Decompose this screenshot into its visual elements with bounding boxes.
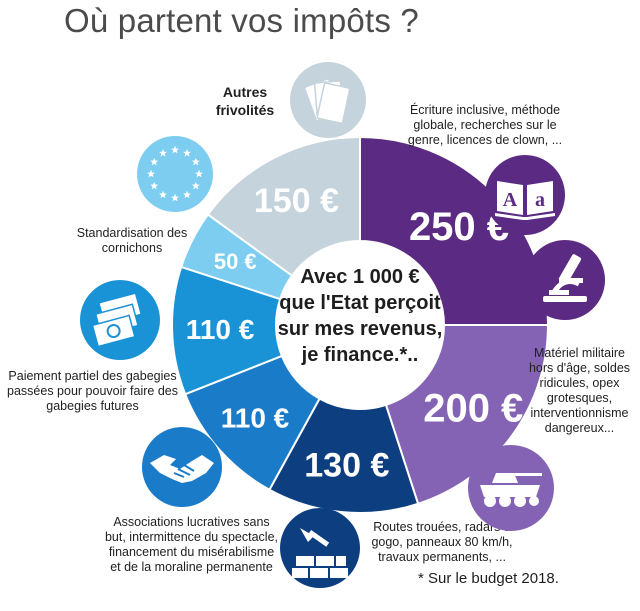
svg-text:a: a xyxy=(535,189,545,211)
slice-value-5: 50 € xyxy=(214,249,257,274)
center-line-3: sur mes revenus, xyxy=(278,318,443,340)
star-2 xyxy=(183,190,191,199)
slice-value-4: 110 € xyxy=(186,314,255,345)
star-0 xyxy=(195,169,203,178)
eu-stars-icon xyxy=(137,136,213,212)
star-11 xyxy=(191,157,200,166)
center-line-1: Avec 1 000 € xyxy=(300,266,419,288)
donut-hole xyxy=(276,241,444,409)
star-8 xyxy=(159,149,167,157)
svg-text:A: A xyxy=(503,189,518,211)
slice-value-1: 200 € xyxy=(423,386,523,430)
center-line-2: que l'Etat perçoit xyxy=(279,292,441,314)
microscope-icon xyxy=(525,240,605,320)
label-ecriture-inclusive: Écriture inclusive, méthode globale, rec… xyxy=(407,103,563,147)
star-7 xyxy=(150,157,159,166)
label-associations: Associations lucratives sans but, interm… xyxy=(104,515,278,574)
star-9 xyxy=(171,145,179,154)
star-5 xyxy=(150,181,159,190)
label-gabegies: Paiement partiel des gabegies passées po… xyxy=(7,369,178,413)
star-6 xyxy=(147,169,155,178)
label-materiel-militaire: Matériel militaire hors d'âge, soldes ri… xyxy=(528,346,631,435)
star-10 xyxy=(183,149,191,157)
star-1 xyxy=(191,181,200,190)
road-works-icon xyxy=(280,508,360,588)
star-3 xyxy=(171,193,179,202)
footnote: * Sur le budget 2018. xyxy=(418,570,559,587)
page-title: Où partent vos impôts ? xyxy=(64,2,419,39)
label-autres-frivolites: Autres frivolités xyxy=(215,84,275,118)
tank-icon xyxy=(468,445,554,531)
slice-value-3: 110 € xyxy=(221,402,290,433)
slice-value-6: 150 € xyxy=(254,182,339,220)
slice-value-2: 130 € xyxy=(304,446,389,484)
money-stack-icon xyxy=(80,280,160,360)
center-line-4: je finance.*.. xyxy=(301,344,419,366)
cards-icon xyxy=(290,62,366,138)
label-cornichons: Standardisation des cornichons xyxy=(76,226,188,255)
book-icon: A a xyxy=(485,155,565,235)
star-4 xyxy=(159,190,167,199)
label-routes: Routes trouées, radars à gogo, panneaux … xyxy=(371,520,513,564)
handshake-icon xyxy=(142,427,222,507)
